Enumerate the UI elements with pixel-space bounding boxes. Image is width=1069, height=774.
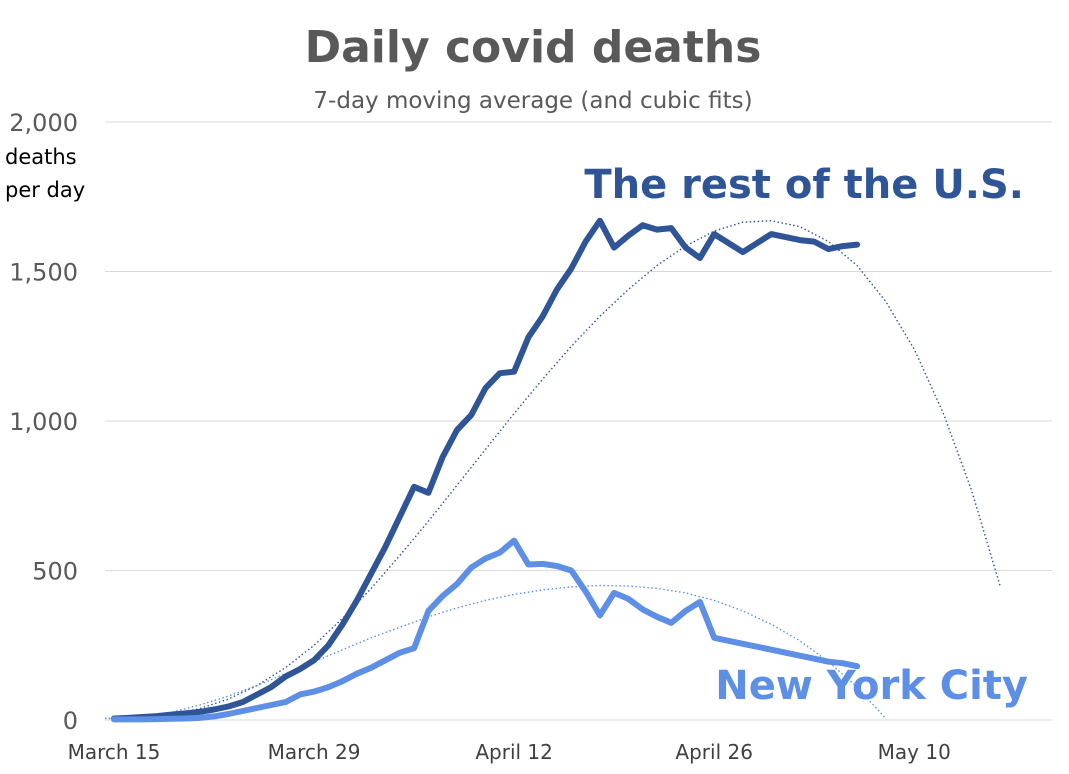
- y-tick-label: 500: [32, 558, 78, 586]
- y-axis-ticks: 0 500 1,000 1,500 2,000: [9, 109, 78, 735]
- x-tick-label: March 29: [268, 740, 361, 764]
- x-tick-label: May 10: [878, 740, 951, 764]
- series-layer: [105, 217, 1001, 723]
- chart-title: Daily covid deaths: [305, 22, 762, 73]
- x-axis-ticks: March 15 March 29 April 12 April 26 May 10: [68, 740, 951, 764]
- y-tick-label: 1,000: [9, 408, 78, 436]
- x-tick-label: April 26: [675, 740, 753, 764]
- y-tick-label: 0: [63, 707, 78, 735]
- x-tick-label: March 15: [68, 740, 161, 764]
- y-axis-label-line-1: deaths: [5, 145, 77, 169]
- y-axis-label-line-2: per day: [5, 178, 85, 202]
- x-tick-label: April 12: [475, 740, 553, 764]
- series-label-new-york-city: New York City: [715, 663, 1028, 709]
- gridlines: [105, 121, 1052, 721]
- y-tick-label: 2,000: [9, 109, 78, 137]
- series-label-rest-of-us: The rest of the U.S.: [584, 162, 1024, 208]
- chart-subtitle: 7-day moving average (and cubic fits): [313, 88, 752, 114]
- fit-line-rest-of-us: [105, 219, 1001, 720]
- y-tick-label: 1,500: [9, 259, 78, 287]
